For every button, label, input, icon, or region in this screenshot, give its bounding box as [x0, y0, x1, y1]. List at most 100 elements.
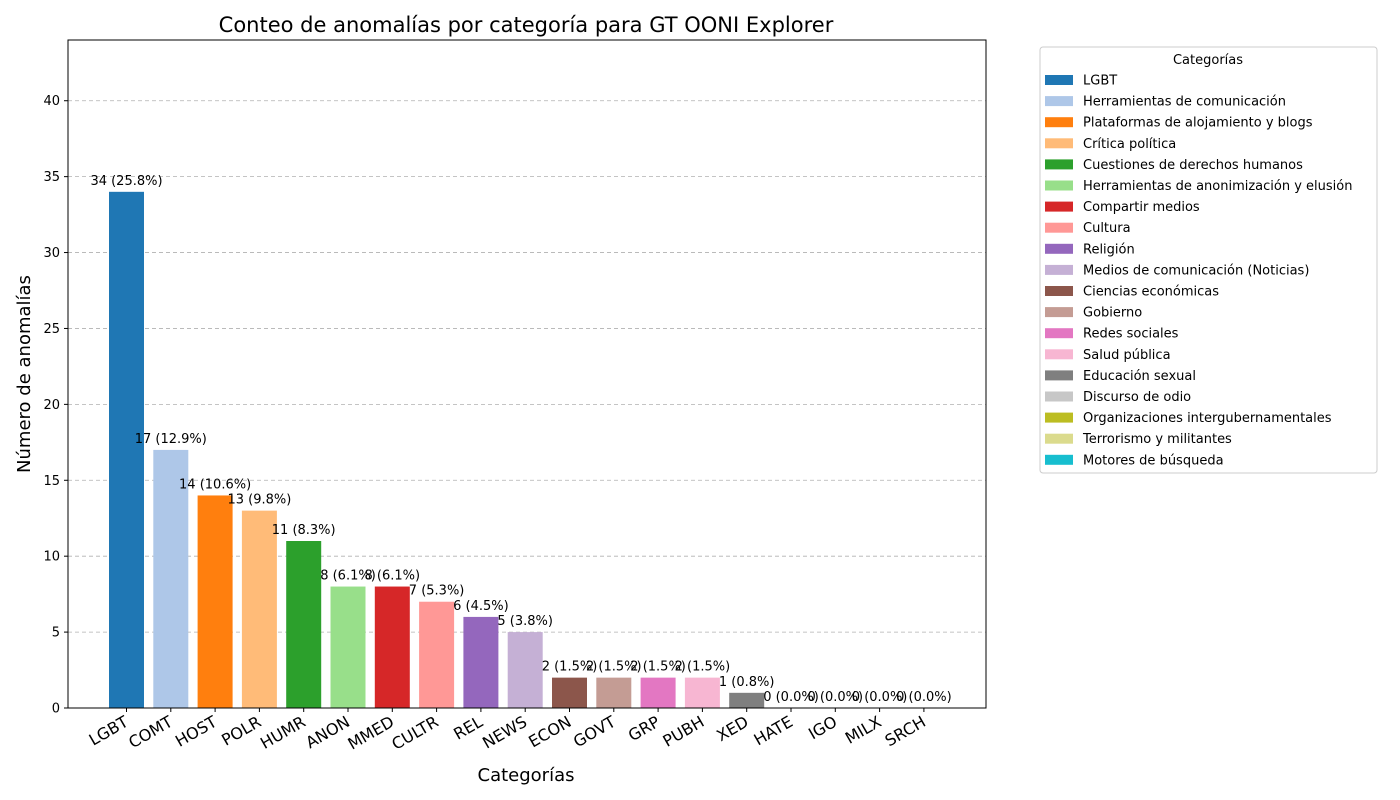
legend-label-2: Plataformas de alojamiento y blogs: [1083, 116, 1313, 131]
bar-polr: [241, 510, 277, 708]
legend-swatch-4: [1045, 159, 1073, 170]
bar-pubh: [684, 677, 720, 708]
x-tick-label-xed: XED: [713, 712, 751, 745]
legend-label-6: Compartir medios: [1083, 200, 1200, 215]
bar-label-grp: 2 (1.5%): [630, 660, 686, 675]
legend-label-7: Cultura: [1083, 221, 1131, 236]
bar-xed: [729, 692, 765, 708]
legend-label-14: Educación sexual: [1083, 369, 1196, 384]
y-tick-label-5: 5: [52, 626, 60, 641]
bar-label-humr: 11 (8.3%): [272, 523, 336, 538]
legend-label-18: Motores de búsqueda: [1083, 453, 1224, 468]
bar-label-igo: 0 (0.0%): [808, 690, 864, 705]
legend-swatch-2: [1045, 117, 1073, 128]
bar-label-mmed: 8 (6.1%): [365, 569, 421, 584]
y-tick-label-35: 35: [43, 170, 60, 185]
legend-items: LGBT Herramientas de comunicación Platafor…: [1045, 74, 1352, 468]
bar-label-xed: 1 (0.8%): [719, 675, 775, 690]
bar-cultr: [419, 601, 455, 708]
x-tick-label-igo: IGO: [805, 712, 840, 743]
x-tick-label-lgbt: LGBT: [86, 712, 132, 750]
bar-anon: [330, 586, 366, 708]
legend-swatch-8: [1045, 243, 1073, 254]
x-tick-label-humr: HUMR: [257, 712, 309, 753]
bar-label-host: 14 (10.6%): [179, 477, 251, 492]
bar-label-hate: 0 (0.0%): [763, 690, 819, 705]
bar-grp: [640, 677, 676, 708]
legend-label-11: Gobierno: [1083, 306, 1142, 321]
legend-swatch-7: [1045, 222, 1073, 233]
legend-label-8: Religión: [1083, 242, 1135, 257]
bar-label-comt: 17 (12.9%): [135, 432, 207, 447]
x-tick-label-srch: SRCH: [882, 712, 929, 750]
legend-swatch-10: [1045, 286, 1073, 296]
legend-swatch-16: [1045, 412, 1073, 423]
bar-comt: [153, 449, 189, 708]
legend-label-13: Salud pública: [1083, 348, 1171, 363]
bar-label-milx: 0 (0.0%): [852, 690, 908, 705]
bar-label-news: 5 (3.8%): [497, 614, 553, 629]
legend-label-4: Cuestiones de derechos humanos: [1083, 158, 1303, 173]
x-tick-label-polr: POLR: [218, 712, 264, 750]
y-axis-ticks: 0 5 10 15 20 25 30 35 40: [43, 94, 68, 717]
legend-swatch-15: [1045, 391, 1073, 402]
plot-frame: [67, 39, 987, 709]
bar-host: [197, 495, 233, 708]
y-tick-label-30: 30: [43, 246, 60, 261]
bar-label-rel: 6 (4.5%): [453, 599, 509, 614]
x-tick-label-pubh: PUBH: [659, 712, 707, 751]
bar-humr: [286, 541, 322, 708]
y-tick-label-15: 15: [43, 474, 60, 489]
bar-lgbt: [109, 191, 144, 708]
legend-swatch-1: [1045, 96, 1073, 107]
x-tick-label-anon: ANON: [302, 712, 353, 752]
x-tick-label-host: HOST: [172, 712, 220, 751]
legend: Categorías LGBT Herramientas de comunicac…: [1039, 46, 1378, 474]
legend-swatch-17: [1045, 433, 1073, 444]
legend-swatch-18: [1045, 454, 1073, 465]
bar-label-lgbt: 34 (25.8%): [90, 174, 162, 189]
chart-title: Conteo de anomalías por categoría para G…: [219, 13, 834, 37]
bar-rel: [463, 616, 499, 708]
bar-label-pubh: 2 (1.5%): [675, 660, 731, 675]
legend-label-12: Redes sociales: [1083, 327, 1179, 342]
bar-value-labels: 34 (25.8%) 17 (12.9%) 14 (10.6%)13 (9.8%) 1…: [90, 174, 951, 705]
x-tick-label-grp: GRP: [625, 712, 664, 745]
bar-label-polr: 13 (9.8%): [227, 493, 291, 508]
legend-swatch-3: [1045, 138, 1073, 149]
y-tick-label-25: 25: [43, 322, 60, 337]
legend-swatch-14: [1045, 370, 1073, 381]
gridlines: [68, 100, 986, 633]
legend-swatch-11: [1045, 307, 1073, 318]
legend-label-0: LGBT: [1083, 74, 1117, 89]
x-tick-label-news: NEWS: [479, 712, 530, 752]
legend-label-9: Medios de comunicación (Noticias): [1083, 263, 1309, 278]
x-axis-title: Categorías: [478, 765, 575, 786]
y-tick-label-40: 40: [43, 94, 60, 109]
legend-label-3: Crítica política: [1083, 137, 1176, 152]
legend-swatch-9: [1045, 264, 1073, 275]
x-tick-label-govt: GOVT: [570, 712, 619, 751]
bars: [109, 191, 765, 708]
legend-title: Categorías: [1173, 53, 1243, 68]
legend-label-15: Discurso de odio: [1083, 390, 1191, 405]
bar-econ: [552, 677, 587, 708]
bar-label-govt: 2 (1.5%): [586, 660, 642, 675]
x-tick-label-hate: HATE: [750, 712, 796, 749]
legend-swatch-5: [1045, 180, 1073, 191]
bar-govt: [596, 677, 632, 708]
legend-label-5: Herramientas de anonimización y elusión: [1083, 179, 1352, 194]
legend-swatch-6: [1045, 201, 1073, 212]
x-tick-label-econ: ECON: [525, 712, 574, 751]
bar-news: [507, 632, 543, 708]
x-tick-label-comt: COMT: [125, 712, 176, 752]
legend-swatch-0: [1045, 75, 1073, 85]
y-tick-label-10: 10: [43, 550, 60, 565]
x-tick-label-milx: MILX: [842, 712, 885, 748]
legend-swatch-12: [1045, 328, 1073, 339]
legend-label-10: Ciencias económicas: [1083, 285, 1219, 300]
legend-swatch-13: [1045, 349, 1073, 360]
bar-label-cultr: 7 (5.3%): [409, 584, 465, 599]
